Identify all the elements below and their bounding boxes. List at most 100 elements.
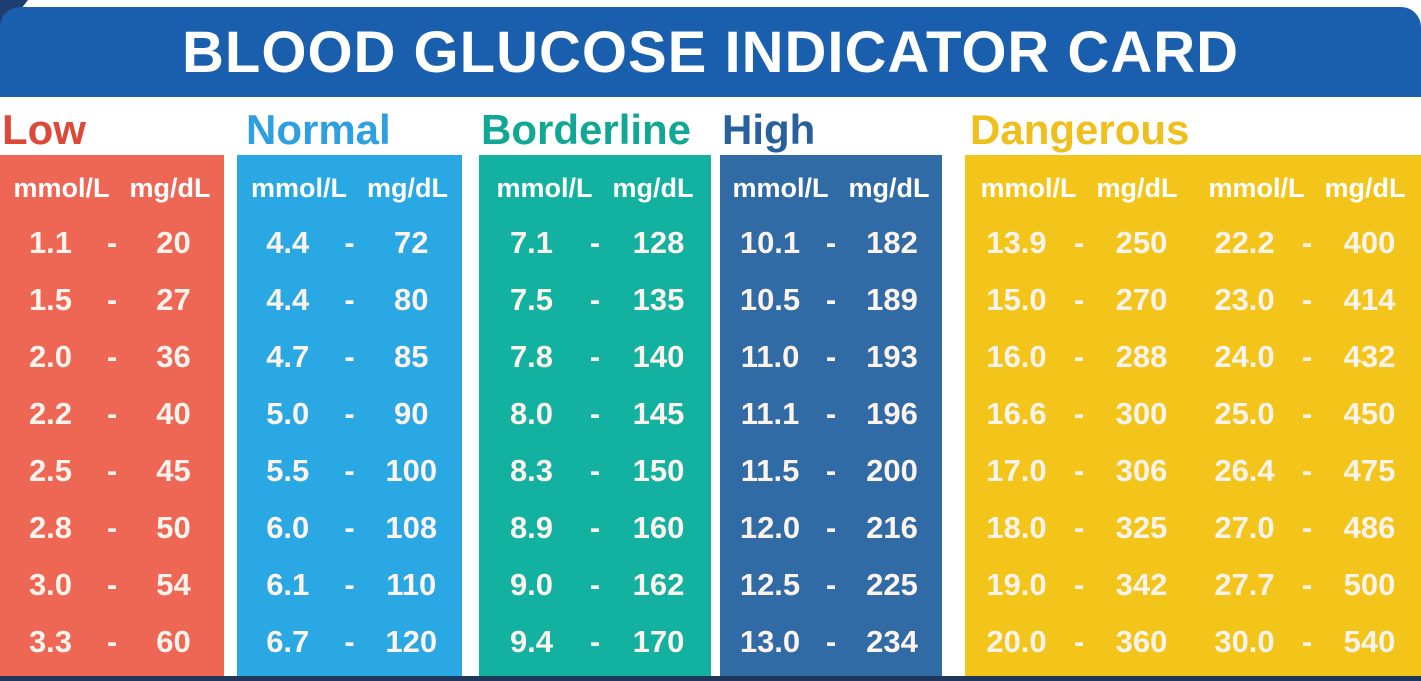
mmol-value: 12.5 (739, 566, 801, 602)
unit-header-row: mmol/L mg/dL (1199, 167, 1415, 208)
range-dash: - (106, 395, 118, 431)
mgdl-value: 300 (1115, 395, 1168, 431)
mmol-value: 5.5 (266, 452, 310, 488)
mgdl-value: 196 (866, 395, 918, 431)
range-dash: - (825, 395, 837, 431)
value-row: 23.0-414 (1199, 282, 1415, 318)
subcolumn-normal-0: mmol/L mg/dL 4.4-72 4.4-80 4.7-85 5.0-90 5.5-1… (237, 155, 462, 676)
value-row: 3.3- 60 (6, 624, 218, 660)
mmol-value: 18.0 (986, 509, 1047, 545)
mgdl-value: 182 (866, 224, 918, 260)
value-row: 8.0-145 (485, 396, 705, 432)
value-row: 10.5-189 (726, 282, 936, 318)
unit-header-mgdl: mg/dL (612, 173, 694, 203)
mgdl-value: 486 (1343, 509, 1396, 545)
mgdl-value: 85 (394, 338, 429, 374)
mgdl-value: 135 (632, 281, 685, 317)
unit-header-mgdl: mg/dL (1096, 173, 1178, 203)
mgdl-value: 80 (394, 281, 429, 317)
range-dash: - (589, 224, 601, 260)
value-row: 13.0-234 (726, 624, 936, 660)
mgdl-value: 400 (1343, 224, 1396, 260)
unit-header-mmol: mmol/L (250, 173, 347, 203)
value-row: 18.0-325 (971, 510, 1187, 546)
mgdl-value: 170 (632, 623, 685, 659)
mgdl-value: 150 (632, 452, 685, 488)
mmol-value: 2.0 (28, 338, 73, 374)
range-dash: - (825, 281, 837, 317)
value-rows: 1.1-20 1.5-27 2.0-36 2.2-40 2.5-45 2.8-50 3.0-… (6, 208, 218, 672)
range-dash: - (344, 509, 355, 545)
value-row: 4.4- 72 (243, 225, 456, 261)
mmol-value: 16.6 (986, 395, 1047, 431)
range-dash: - (825, 509, 837, 545)
mgdl-value: 54 (156, 566, 191, 602)
mmol-value: 13.0 (739, 623, 801, 659)
column-low: mmol/L mg/dL 1.1-20 1.5-27 2.0-36 2.2-40 2.5-4… (0, 155, 224, 676)
range-dash: - (589, 338, 601, 374)
mmol-value: 11.5 (740, 452, 800, 488)
value-row: 2.0- 36 (6, 339, 218, 375)
range-dash: - (1073, 566, 1085, 602)
mgdl-value: 250 (1115, 224, 1168, 260)
mgdl-value: 20 (156, 224, 191, 260)
range-dash: - (106, 509, 118, 545)
value-rows: 10.1-182 10.5-189 11.0-193 11.1-196 11.5-200… (726, 208, 936, 672)
mmol-value: 9.0 (509, 566, 554, 602)
range-dash: - (1301, 623, 1313, 659)
mmol-value: 8.9 (509, 509, 554, 545)
value-row: 11.1-196 (726, 396, 936, 432)
mmol-value: 19.0 (986, 566, 1047, 602)
category-label-high: High (722, 106, 816, 153)
range-dash: - (344, 452, 355, 488)
mmol-value: 3.3 (28, 623, 73, 659)
page-title: BLOOD GLUCOSE INDICATOR CARD (182, 19, 1239, 85)
value-row: 8.3-150 (485, 453, 705, 489)
value-row: 1.5- 27 (6, 282, 218, 318)
value-row: 2.5- 45 (6, 453, 218, 489)
value-row: 5.0- 90 (243, 396, 456, 432)
range-dash: - (1301, 338, 1313, 374)
range-dash: - (106, 452, 118, 488)
mmol-value: 2.8 (28, 509, 73, 545)
unit-header-row: mmol/L mg/dL (485, 167, 705, 208)
mmol-value: 4.7 (266, 338, 310, 374)
range-dash: - (589, 623, 601, 659)
unit-header-mgdl: mg/dL (367, 173, 448, 203)
range-dash: - (825, 224, 837, 260)
mgdl-value: 160 (632, 509, 685, 545)
subcolumn-dangerous-1: mmol/L mg/dL 22.2-400 23.0-414 24.0-432 25.0-… (1193, 155, 1421, 676)
mgdl-value: 342 (1115, 566, 1168, 602)
mmol-value: 16.0 (986, 338, 1047, 374)
mgdl-value: 500 (1343, 566, 1396, 602)
range-dash: - (344, 224, 355, 260)
value-row: 3.0- 54 (6, 567, 218, 603)
range-dash: - (1073, 395, 1085, 431)
mgdl-value: 193 (866, 338, 918, 374)
range-dash: - (106, 338, 118, 374)
value-row: 16.0-288 (971, 339, 1187, 375)
unit-header-mmol: mmol/L (980, 173, 1077, 203)
value-row: 22.2-400 (1199, 225, 1415, 261)
value-rows: 7.1-128 7.5-135 7.8-140 8.0-145 8.3-150 8.9-1… (485, 208, 705, 672)
mgdl-value: 60 (156, 623, 191, 659)
category-label-low: Low (2, 106, 86, 153)
unit-header-mmol: mmol/L (732, 173, 829, 203)
mgdl-value: 140 (632, 338, 685, 374)
category-label-borderline: Borderline (481, 106, 692, 153)
mmol-value: 30.0 (1214, 623, 1275, 659)
mmol-value: 2.2 (28, 395, 73, 431)
value-row: 15.0-270 (971, 282, 1187, 318)
range-dash: - (344, 395, 355, 431)
mgdl-value: 325 (1115, 509, 1168, 545)
mgdl-value: 108 (385, 509, 438, 545)
mgdl-value: 100 (385, 452, 438, 488)
mgdl-value: 110 (386, 566, 437, 602)
range-dash: - (589, 281, 601, 317)
mgdl-value: 90 (394, 395, 429, 431)
mmol-value: 17.0 (986, 452, 1047, 488)
mmol-value: 3.0 (28, 566, 73, 602)
range-dash: - (106, 623, 118, 659)
subcolumn-borderline-0: mmol/L mg/dL 7.1-128 7.5-135 7.8-140 8.0-145 8… (479, 155, 711, 676)
range-dash: - (1073, 623, 1085, 659)
